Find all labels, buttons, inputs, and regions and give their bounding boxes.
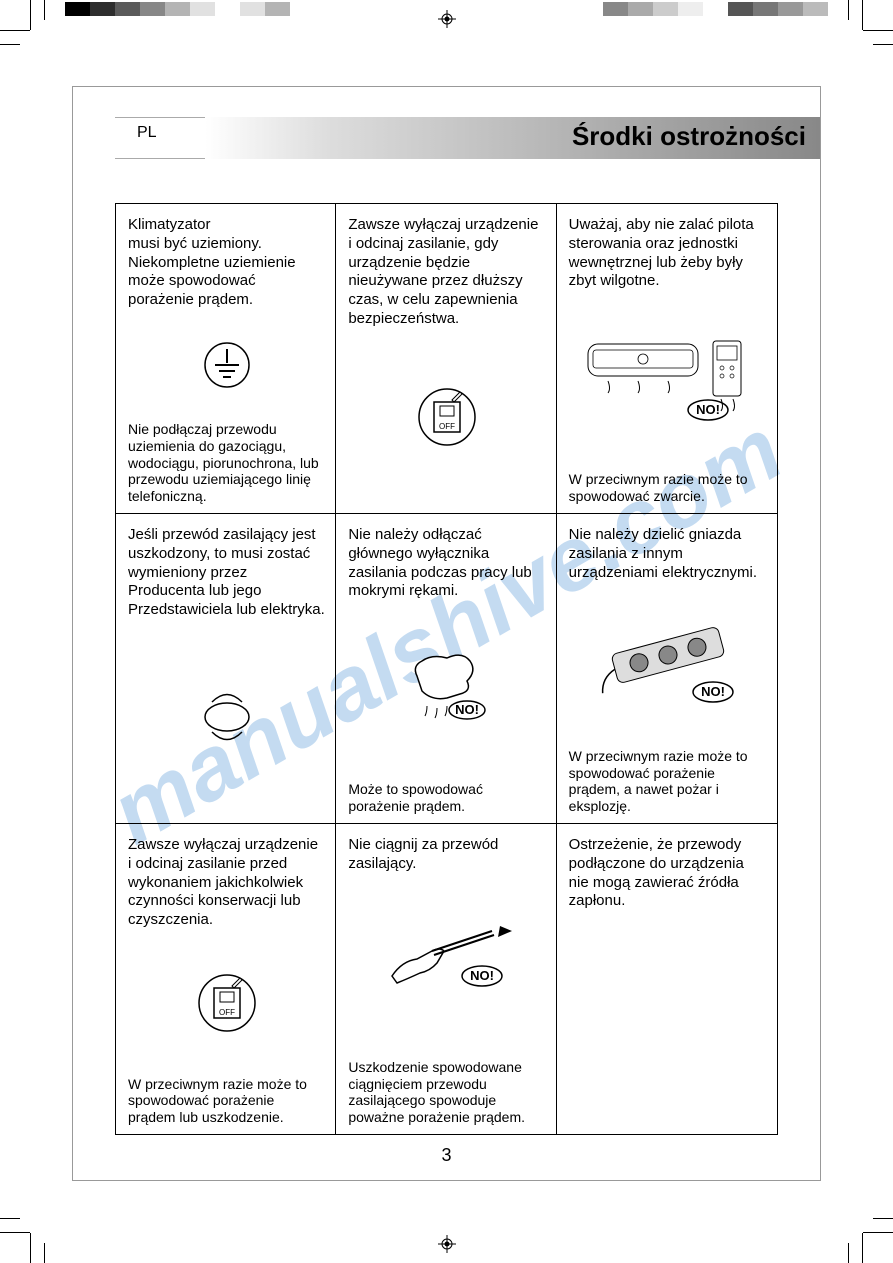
crop-mark xyxy=(862,1233,863,1263)
crop-mark xyxy=(0,44,20,45)
warning-main-text: Uważaj, aby nie zalać pilota sterowania … xyxy=(569,216,767,291)
crop-mark xyxy=(0,30,30,31)
crop-mark xyxy=(863,30,893,31)
warning-sub-text: W przeciwnym razie może to spowodować po… xyxy=(128,1076,325,1126)
warning-icon: OFF xyxy=(128,930,325,1076)
warning-main-text: Zawsze wyłączaj urządzenie i odcinaj zas… xyxy=(348,216,545,329)
warning-cell: Ostrzeżenie, że przewody podłączone do u… xyxy=(557,824,777,1134)
warning-main-text: Nie należy dzielić gniazda zasilania z i… xyxy=(569,526,767,582)
warning-cell: Jeśli przewód zasilający jest uszkodzony… xyxy=(116,514,336,824)
svg-text:OFF: OFF xyxy=(219,1008,235,1017)
warning-cell: Klimatyzator musi być uziemiony. Niekomp… xyxy=(116,204,336,514)
warning-cell: Nie należy odłączać głównego wyłącznika … xyxy=(336,514,556,824)
warning-main-text: Nie należy odłączać głównego wyłącznika … xyxy=(348,526,545,601)
warning-main-text: Jeśli przewód zasilający jest uszkodzony… xyxy=(128,526,325,620)
warning-grid: Klimatyzator musi być uziemiony. Niekomp… xyxy=(115,203,778,1135)
page-header: PL Środki ostrożności xyxy=(73,117,820,159)
warning-cell: Zawsze wyłączaj urządzenie i odcinaj zas… xyxy=(336,204,556,514)
page-frame: PL Środki ostrożności Klimatyzator musi … xyxy=(72,86,821,1181)
crop-mark xyxy=(30,0,31,30)
svg-text:NO!: NO! xyxy=(701,684,725,699)
crop-mark xyxy=(44,0,45,20)
color-bar-left xyxy=(65,2,290,16)
svg-text:OFF: OFF xyxy=(439,422,455,431)
warning-main-text: Nie ciągnij za przewód zasilający. xyxy=(348,836,545,874)
warning-sub-text: Nie podłączaj przewodu uziemienia do gaz… xyxy=(128,421,325,505)
warning-sub-text: Może to spowodować porażenie prądem. xyxy=(348,781,545,815)
language-code: PL xyxy=(115,117,205,159)
warning-icon: NO! xyxy=(569,582,767,748)
color-bar-right xyxy=(603,2,828,16)
crop-mark xyxy=(863,1232,893,1233)
crop-mark xyxy=(848,0,849,20)
warning-sub-text: Uszkodzenie spowodowane ciągnięciem prze… xyxy=(348,1059,545,1126)
warning-icon: NO! xyxy=(348,601,545,781)
warning-icon xyxy=(128,310,325,421)
warning-main-text: Klimatyzator musi być uziemiony. Niekomp… xyxy=(128,216,325,310)
warning-cell: Nie należy dzielić gniazda zasilania z i… xyxy=(557,514,777,824)
svg-text:NO!: NO! xyxy=(696,402,720,417)
crop-mark xyxy=(848,1243,849,1263)
crop-mark xyxy=(873,44,893,45)
warning-icon xyxy=(569,911,767,1126)
registration-mark-icon xyxy=(438,1235,456,1253)
svg-text:NO!: NO! xyxy=(470,968,494,983)
warning-cell: Zawsze wyłączaj urządzenie i odcinaj zas… xyxy=(116,824,336,1134)
warning-main-text: Zawsze wyłączaj urządzenie i odcinaj zas… xyxy=(128,836,325,930)
warning-sub-text: W przeciwnym razie może to spowodować po… xyxy=(569,748,767,815)
warning-icon: NO! xyxy=(348,874,545,1059)
svg-text:NO!: NO! xyxy=(455,702,479,717)
crop-mark xyxy=(873,1218,893,1219)
page-number: 3 xyxy=(73,1145,820,1166)
warning-cell: Uważaj, aby nie zalać pilota sterowania … xyxy=(557,204,777,514)
warning-cell: Nie ciągnij za przewód zasilający. NO! Usz… xyxy=(336,824,556,1134)
warning-sub-text: W przeciwnym razie może to spowodować zw… xyxy=(569,471,767,505)
crop-mark xyxy=(44,1243,45,1263)
crop-mark xyxy=(862,0,863,30)
crop-mark xyxy=(0,1218,20,1219)
crop-mark xyxy=(0,1232,30,1233)
registration-mark-icon xyxy=(438,10,456,28)
page-title: Środki ostrożności xyxy=(205,117,820,159)
warning-icon xyxy=(128,620,325,815)
warning-icon: NO! xyxy=(569,291,767,471)
warning-icon: OFF xyxy=(348,329,545,506)
crop-mark xyxy=(30,1233,31,1263)
warning-main-text: Ostrzeżenie, że przewody podłączone do u… xyxy=(569,836,767,911)
